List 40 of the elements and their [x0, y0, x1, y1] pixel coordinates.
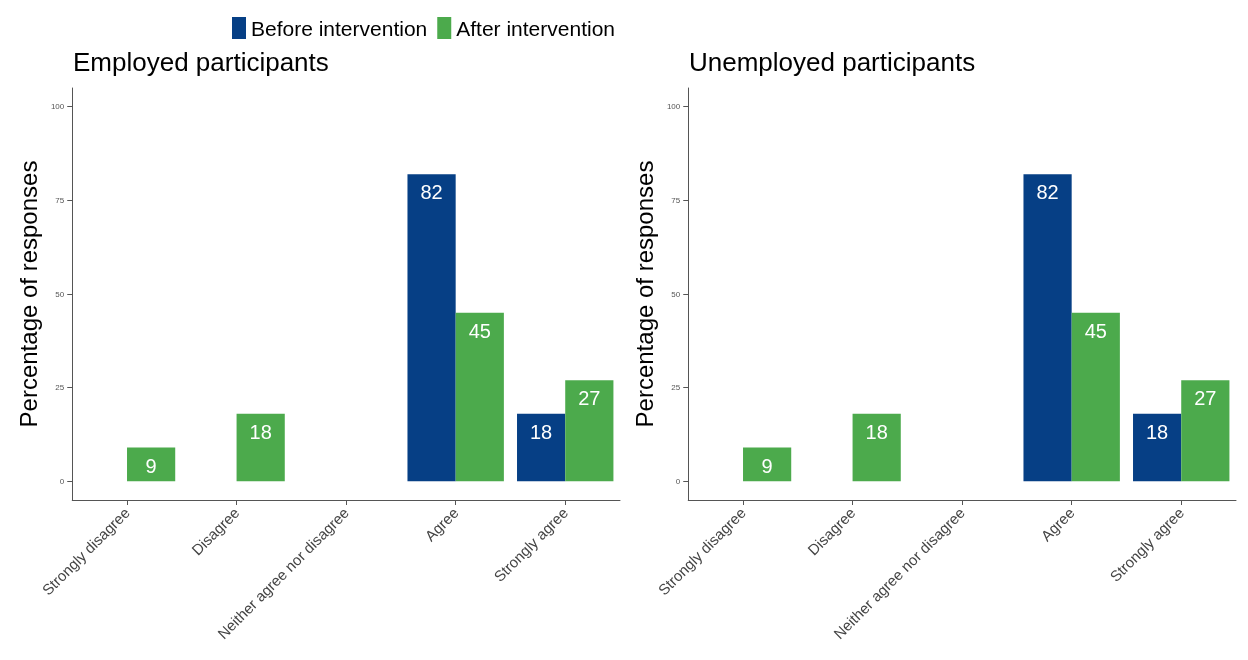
data-label: 9 [761, 454, 773, 477]
y-tick-label: 100 [50, 102, 65, 112]
y-tick-label: 50 [671, 289, 681, 299]
y-tick-label: 0 [675, 476, 681, 486]
bar [236, 413, 285, 482]
legend-label: Before intervention [250, 16, 428, 40]
y-tick-label: 100 [666, 102, 681, 112]
data-label: 9 [145, 454, 157, 477]
y-tick-label: 25 [671, 383, 681, 393]
y-tick-label: 50 [55, 289, 65, 299]
bar [127, 447, 176, 482]
y-axis-title: Percentage of responses [14, 160, 42, 428]
data-label: 27 [578, 387, 601, 410]
bar [1023, 174, 1072, 482]
chart-title: Unemployed participants [689, 47, 976, 77]
bar [1133, 413, 1182, 482]
bar [1071, 312, 1120, 482]
data-label: 18 [530, 420, 553, 443]
data-label: 27 [1194, 387, 1217, 410]
bar [743, 447, 792, 482]
bar [407, 174, 456, 482]
y-tick-label: 25 [55, 383, 65, 393]
y-tick-label: 0 [59, 476, 65, 486]
data-label: 18 [865, 420, 888, 443]
y-tick-label: 75 [55, 195, 65, 205]
bar [852, 413, 901, 482]
chart-title: Employed participants [73, 47, 329, 77]
y-tick-label: 75 [671, 195, 681, 205]
data-label: 82 [1036, 181, 1059, 204]
bar [455, 312, 504, 482]
y-axis-title: Percentage of responses [630, 160, 658, 428]
data-label: 18 [249, 420, 272, 443]
bar [1181, 380, 1230, 482]
data-label: 45 [468, 319, 491, 342]
data-label: 45 [1084, 319, 1107, 342]
bar [565, 380, 614, 482]
data-label: 18 [1146, 420, 1169, 443]
data-label: 82 [420, 181, 443, 204]
bar [517, 413, 566, 482]
legend-label: After intervention [456, 16, 616, 40]
